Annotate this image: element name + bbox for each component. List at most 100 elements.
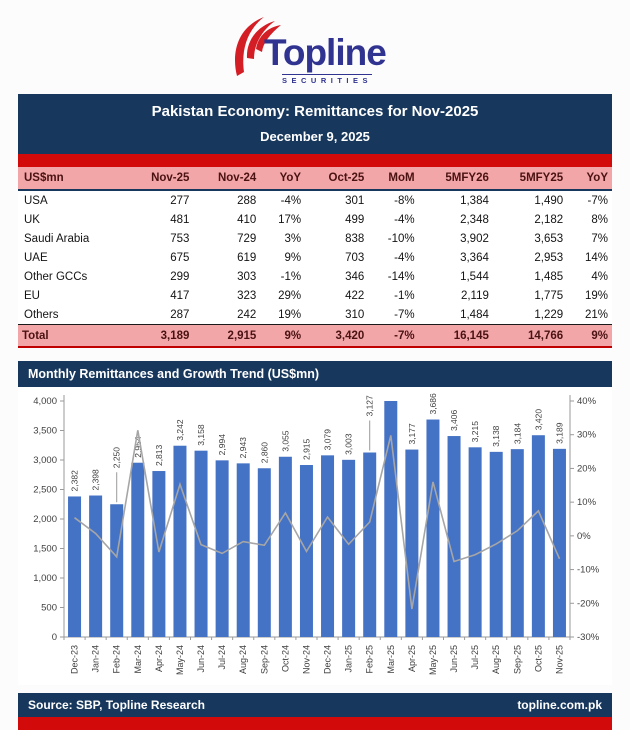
bar-data-label: 3,079 bbox=[323, 429, 333, 451]
x-axis-category-label: Jan-25 bbox=[344, 645, 354, 673]
column-header: MoM bbox=[368, 167, 419, 191]
bar bbox=[131, 462, 145, 637]
bar-data-label: 3,138 bbox=[491, 425, 501, 447]
row-label: Saudi Arabia bbox=[18, 229, 127, 248]
cell-value: 17% bbox=[260, 210, 306, 229]
cell-value: 1,384 bbox=[418, 190, 493, 210]
cell-value: 277 bbox=[126, 190, 194, 210]
cell-value: 242 bbox=[193, 305, 261, 325]
cell-value: 1,484 bbox=[418, 305, 493, 325]
spacer bbox=[18, 685, 612, 693]
left-axis-tick-label: 1,000 bbox=[33, 573, 57, 584]
bar bbox=[278, 456, 292, 637]
cell-value: -4% bbox=[260, 190, 306, 210]
cell-value: 2,915 bbox=[193, 324, 261, 348]
cell-value: -7% bbox=[368, 305, 419, 325]
left-axis-tick-label: 1,500 bbox=[33, 544, 57, 555]
bar bbox=[215, 460, 229, 637]
table-body: USA 277 288 -4% 301 -8% 1,384 1,490 -7% UK 481 410 1… bbox=[18, 190, 612, 348]
cell-value: 2,348 bbox=[418, 210, 493, 229]
cell-value: 9% bbox=[260, 324, 306, 348]
bar bbox=[257, 468, 271, 637]
cell-value: 310 bbox=[305, 305, 369, 325]
cell-value: -1% bbox=[368, 286, 419, 305]
cell-value: 1,229 bbox=[492, 305, 568, 325]
row-label: EU bbox=[18, 286, 127, 305]
x-axis-category-label: Oct-24 bbox=[280, 645, 290, 672]
bar-data-label: 3,420 bbox=[533, 409, 543, 431]
cell-value: 675 bbox=[126, 248, 194, 267]
bar-data-label: 3,406 bbox=[449, 410, 459, 432]
table-row: UAE 675 619 9% 703 -4% 3,364 2,953 14% bbox=[18, 248, 612, 267]
chart-title-bar: Monthly Remittances and Growth Trend (US… bbox=[18, 361, 612, 387]
remittances-table: US$mn Nov-25 Nov-24 YoY Oct-25 MoM 5MFY26 5MFY2… bbox=[18, 167, 612, 348]
cell-value: 1,490 bbox=[492, 190, 568, 210]
remittance-growth-chart: 0 500 1,000 1,500 2,000 2,500 3,000 3,500 4,000 -… bbox=[33, 393, 600, 675]
left-axis-tick-label: 4,000 bbox=[33, 396, 57, 407]
right-axis-tick-label: -10% bbox=[577, 565, 600, 576]
cell-value: 14,766 bbox=[492, 324, 568, 348]
x-axis-category-label: Nov-25 bbox=[554, 645, 564, 674]
cell-value: 299 bbox=[126, 267, 194, 286]
cell-value: 3% bbox=[260, 229, 306, 248]
cell-value: 7% bbox=[567, 229, 612, 248]
bar-data-label: 3,184 bbox=[512, 423, 522, 445]
cell-value: 9% bbox=[567, 324, 612, 348]
cell-value: -7% bbox=[567, 190, 612, 210]
cell-value: 619 bbox=[193, 248, 261, 267]
cell-value: 29% bbox=[260, 286, 306, 305]
x-axis-category-label: Dec-24 bbox=[323, 645, 333, 674]
bar bbox=[68, 496, 82, 637]
right-axis-tick-label: 10% bbox=[577, 497, 597, 508]
bar bbox=[321, 455, 335, 637]
column-header: Oct-25 bbox=[305, 167, 369, 191]
bar bbox=[552, 448, 566, 637]
bar-data-label: 3,242 bbox=[175, 419, 185, 441]
x-axis-category-label: Oct-25 bbox=[533, 645, 543, 672]
cell-value: 14% bbox=[567, 248, 612, 267]
bar bbox=[342, 459, 356, 637]
cell-value: 1,775 bbox=[492, 286, 568, 305]
spacer bbox=[18, 348, 612, 361]
bar bbox=[468, 447, 482, 637]
right-axis-tick-label: 20% bbox=[577, 463, 597, 474]
bar-data-label: 3,215 bbox=[470, 421, 480, 443]
bar-data-label: 3,158 bbox=[196, 424, 206, 446]
chart-area: 0 500 1,000 1,500 2,000 2,500 3,000 3,500 4,000 -… bbox=[18, 387, 612, 685]
table-row: Other GCCs 299 303 -1% 346 -14% 1,544 1,485 4% bbox=[18, 267, 612, 286]
column-header: Nov-25 bbox=[126, 167, 194, 191]
bar bbox=[426, 419, 440, 637]
bar-data-label: 3,127 bbox=[365, 395, 375, 417]
x-axis-category-label: Jan-24 bbox=[91, 645, 101, 673]
cell-value: 410 bbox=[193, 210, 261, 229]
x-axis-category-label: Sep-25 bbox=[512, 645, 522, 674]
cell-value: 323 bbox=[193, 286, 261, 305]
title-red-strip bbox=[18, 154, 612, 167]
cell-value: 16,145 bbox=[418, 324, 493, 348]
table-row: UK 481 410 17% 499 -4% 2,348 2,182 8% bbox=[18, 210, 612, 229]
cell-value: 3,653 bbox=[492, 229, 568, 248]
cell-value: 19% bbox=[260, 305, 306, 325]
logo-brand-text: Topline bbox=[264, 32, 387, 73]
cell-value: -4% bbox=[368, 210, 419, 229]
cell-value: 1,485 bbox=[492, 267, 568, 286]
cell-value: 2,182 bbox=[492, 210, 568, 229]
cell-value: -4% bbox=[368, 248, 419, 267]
row-label: UK bbox=[18, 210, 127, 229]
x-axis-category-label: Apr-25 bbox=[407, 645, 417, 672]
logo-subtitle-text: SECURITIES bbox=[282, 74, 373, 85]
website-link[interactable]: topline.com.pk bbox=[517, 698, 602, 712]
left-axis-tick-label: 2,500 bbox=[33, 485, 57, 496]
total-row: Total 3,189 2,915 9% 3,420 -7% 16,145 14,766 9% bbox=[18, 324, 612, 348]
table-row: USA 277 288 -4% 301 -8% 1,384 1,490 -7% bbox=[18, 190, 612, 210]
right-axis-tick-label: 40% bbox=[577, 396, 597, 407]
x-axis-category-label: Mar-25 bbox=[386, 645, 396, 674]
cell-value: 753 bbox=[126, 229, 194, 248]
column-header: Nov-24 bbox=[193, 167, 261, 191]
row-label: Other GCCs bbox=[18, 267, 127, 286]
cell-value: 21% bbox=[567, 305, 612, 325]
bar-data-label: 2,398 bbox=[91, 469, 101, 491]
bar bbox=[110, 504, 124, 637]
bar-data-label: 2,915 bbox=[301, 438, 311, 460]
